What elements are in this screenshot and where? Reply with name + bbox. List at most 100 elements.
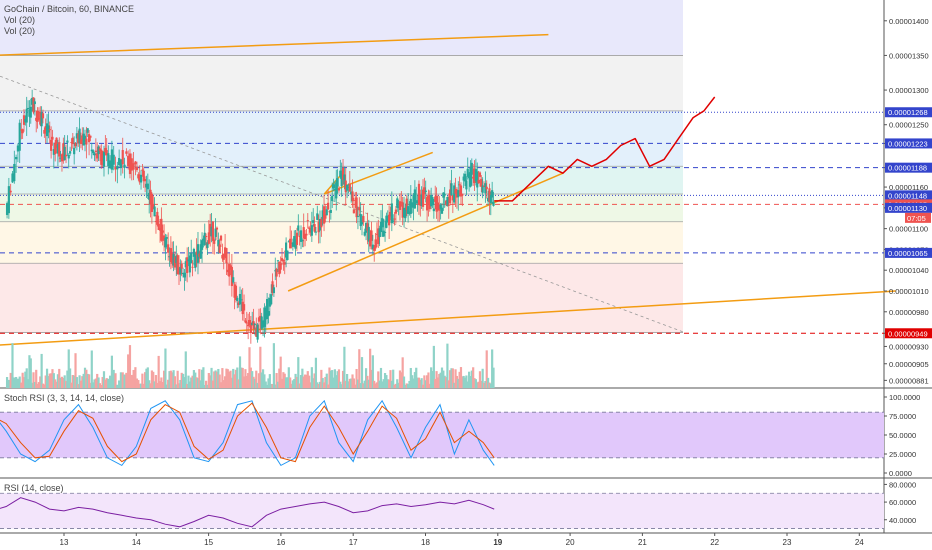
stoch-tick-label: 50.0000	[889, 431, 916, 440]
candle-body	[157, 223, 160, 230]
candle-body	[39, 111, 42, 125]
candle-body	[442, 192, 445, 198]
candle-body	[457, 190, 460, 198]
candle-body	[390, 203, 393, 224]
volume-bar	[175, 384, 178, 388]
candle-body	[324, 214, 327, 219]
volume-bar	[213, 371, 216, 388]
volume-bar	[194, 372, 197, 388]
price-level-tag-label: 0.00001130	[888, 204, 927, 213]
price-tick-label: 0.00001160	[889, 183, 928, 192]
candle-body	[177, 268, 181, 275]
candle-body	[333, 188, 336, 190]
volume-bar	[35, 369, 38, 388]
volume-bar	[408, 380, 411, 388]
candle-body	[90, 149, 93, 152]
candle-body	[313, 223, 316, 232]
volume-bar	[318, 381, 322, 388]
price-tick-label: 0.00001400	[889, 17, 929, 26]
volume-bar	[419, 379, 422, 388]
volume-bar	[298, 383, 301, 388]
volume-bar	[469, 376, 472, 388]
volume-bar	[252, 376, 255, 388]
volume-bar	[138, 383, 141, 388]
price-tick-label: 0.00001040	[889, 266, 929, 275]
candle-body	[215, 227, 219, 230]
candle-body	[110, 149, 113, 170]
candle-body	[364, 223, 368, 233]
volume-bar	[73, 375, 76, 388]
candle-body	[408, 211, 411, 214]
volume-bar	[229, 370, 232, 388]
candle-body	[238, 293, 242, 305]
volume-bar	[345, 373, 349, 388]
volume-label-secondary: Vol (20)	[4, 26, 36, 36]
volume-bar	[102, 371, 106, 388]
candle-body	[195, 251, 198, 255]
volume-bar	[286, 377, 289, 388]
volume-bar	[430, 367, 433, 388]
candle-body	[63, 146, 66, 161]
volume-bar	[260, 372, 263, 388]
candle-body	[385, 215, 388, 228]
price-level-tag-label: 0.00001223	[888, 139, 928, 148]
stoch-d-line	[0, 402, 495, 463]
volume-bar	[484, 380, 487, 388]
price-level-tag-label: 0.00001148	[888, 191, 927, 200]
volume-bar	[393, 384, 396, 388]
volume-bar	[59, 377, 62, 388]
candle-body	[62, 143, 65, 161]
candle-body	[192, 248, 196, 257]
candle-body	[416, 200, 419, 204]
candle-body	[132, 163, 135, 170]
price-level-tag-label: 0.00000949	[888, 329, 928, 338]
volume-bar	[105, 378, 108, 388]
candle-body	[386, 215, 389, 218]
volume-bar	[149, 383, 152, 388]
volume-bar	[141, 373, 144, 388]
candle-body	[306, 220, 309, 222]
time-tick-label: 22	[710, 538, 719, 547]
candle-body	[289, 238, 292, 249]
candle-body	[51, 136, 54, 140]
candle-body	[96, 153, 99, 159]
candle-body	[116, 165, 119, 170]
volume-bar	[313, 373, 316, 388]
candle-body	[489, 194, 492, 204]
volume-bar	[335, 375, 338, 388]
volume-bar	[274, 384, 277, 388]
volume-bar	[48, 373, 51, 388]
volume-bar	[50, 373, 53, 388]
volume-bar	[191, 375, 194, 388]
countdown-label: 07:05	[907, 214, 926, 223]
volume-bar	[400, 372, 403, 388]
stoch-tick-label: 0.0000	[889, 469, 912, 478]
candle-body	[255, 327, 258, 337]
volume-bar	[320, 369, 323, 388]
volume-bar	[66, 370, 69, 388]
volume-bar	[104, 379, 107, 388]
volume-bar	[29, 358, 32, 388]
candle-body	[247, 324, 250, 327]
volume-bar	[45, 368, 49, 388]
volume-bar	[407, 384, 410, 388]
stoch-rsi-title: Stoch RSI (3, 3, 14, 14, close)	[4, 393, 124, 403]
volume-bar	[289, 377, 292, 388]
candle-body	[284, 242, 288, 258]
candle-body	[97, 146, 100, 155]
volume-bar	[301, 368, 304, 388]
volume-bar	[203, 384, 206, 388]
volume-bar	[386, 379, 389, 388]
candle-body	[168, 256, 171, 258]
volume-bar	[153, 381, 156, 388]
candle-body	[369, 239, 372, 247]
volume-bar	[436, 377, 440, 388]
volume-bar	[244, 369, 247, 388]
candle-body	[31, 97, 34, 105]
volume-bar	[154, 375, 158, 388]
candle-body	[127, 155, 130, 167]
rsi-line	[0, 497, 495, 528]
candle-body	[67, 154, 70, 159]
volume-bar	[62, 377, 65, 388]
